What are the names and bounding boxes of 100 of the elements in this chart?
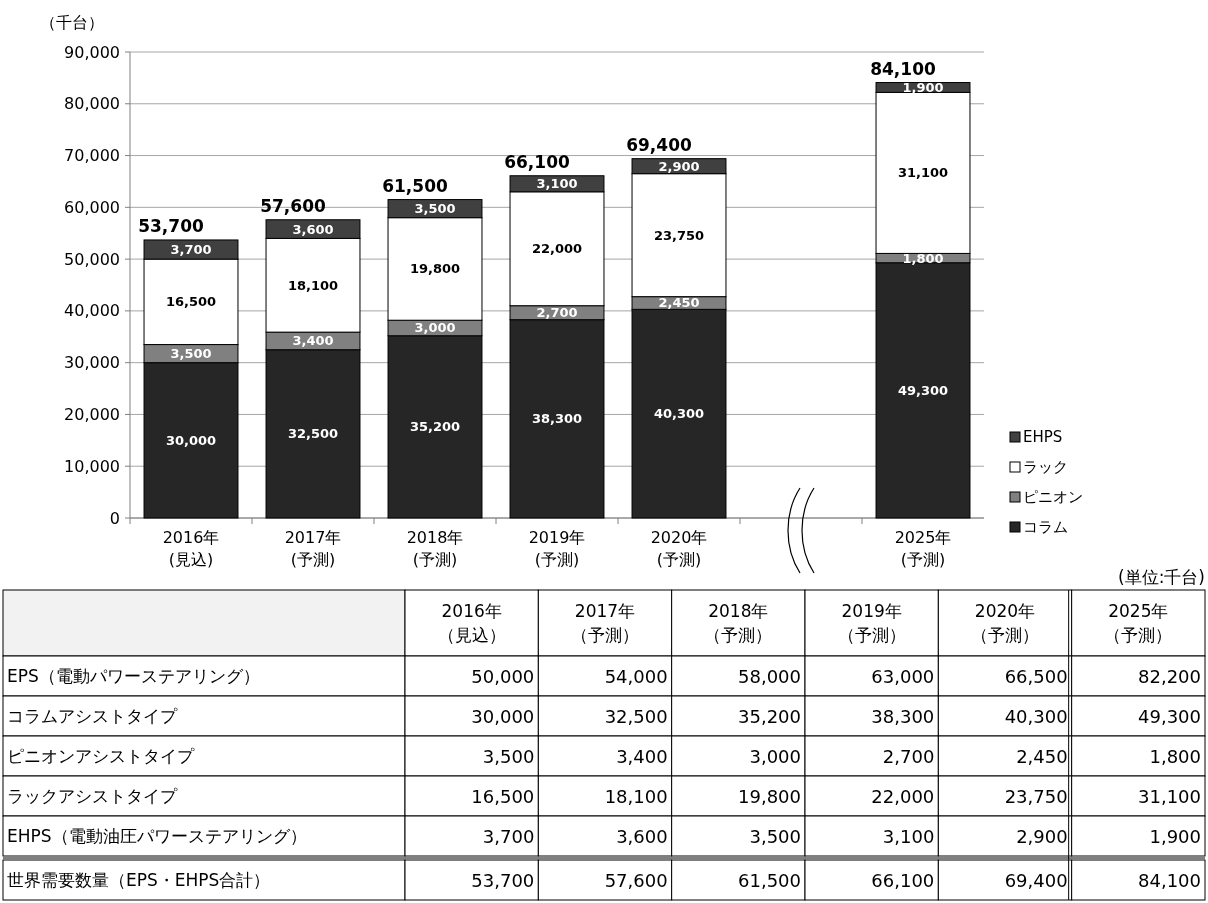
y-tick-label: EHPS（電動油圧パワーステアリング）: [7, 826, 307, 846]
data-label: 35,200: [738, 705, 801, 727]
data-label: 40,300: [1004, 705, 1068, 727]
x-tick-label: 2019年（予測）: [837, 601, 906, 645]
y-tick-label: ピニオンアシストタイプ: [7, 746, 195, 766]
data-label: 2,450: [658, 295, 700, 311]
data-label: 57,600: [604, 869, 668, 891]
data-label: 3,500: [414, 201, 456, 217]
data-label: 2,700: [536, 305, 578, 321]
data-label: 63,000: [871, 665, 935, 687]
data-label: 50,000: [471, 665, 535, 687]
y-tick-label: 20,000: [64, 404, 120, 424]
data-label: 40,300: [653, 406, 705, 422]
x-tick-label: 2025年 (予測): [894, 527, 952, 569]
text: (単位:千台): [1118, 567, 1205, 587]
y-tick-label: 50,000: [64, 249, 120, 269]
data-label: 2,900: [1016, 825, 1068, 847]
data-label: 3,500: [749, 825, 801, 847]
data-label: 2,450: [1016, 745, 1068, 767]
data-label: 3,700: [482, 825, 535, 847]
data-label: 3,600: [616, 825, 668, 847]
x-tick-label: 2017年 (予測): [284, 527, 342, 569]
y-tick-label: 世界需要数量（EPS・EHPS合計）: [7, 870, 271, 890]
data-label: 69,400: [1004, 869, 1068, 891]
data-label: 1,800: [1149, 745, 1201, 767]
data-label: 16,500: [165, 294, 217, 310]
y-tick-label: 90,000: [64, 42, 120, 62]
y-tick-label: 60,000: [64, 197, 120, 217]
total-label: 61,500: [382, 175, 448, 196]
data-label: 18,100: [604, 785, 668, 807]
data-label: 23,750: [1004, 785, 1068, 807]
total-label: 53,700: [138, 215, 204, 236]
total-label: 57,600: [260, 195, 326, 216]
data-label: 2,700: [882, 745, 935, 767]
data-label: 58,000: [738, 665, 801, 687]
data-label: 30,000: [165, 432, 217, 448]
y-tick-label: 30,000: [64, 353, 120, 373]
y-tick-label: ラックアシストタイプ: [7, 786, 178, 806]
data-label: 38,300: [871, 705, 935, 727]
legend-label: EHPS: [1023, 428, 1063, 446]
data-label: 38,300: [531, 411, 583, 427]
data-label: 3,100: [536, 176, 578, 192]
data-label: 61,500: [738, 869, 801, 891]
total-label: 66,100: [504, 151, 570, 172]
data-label: 3,000: [414, 320, 456, 336]
data-label: 3,400: [616, 745, 668, 767]
y-tick-label: 80,000: [64, 94, 120, 114]
data-label: 19,800: [409, 261, 461, 277]
x-tick-label: 2016年（見込）: [437, 601, 506, 645]
y-axis-title: （千台）: [40, 12, 104, 32]
x-tick-label: 2016年 (見込): [162, 527, 220, 569]
data-label: 3,000: [749, 745, 801, 767]
data-label: 32,500: [287, 426, 339, 442]
x-tick-label: 2020年 (予測): [650, 527, 708, 569]
data-label: 18,100: [287, 277, 339, 293]
data-label: 22,000: [531, 241, 583, 257]
data-label: 31,100: [897, 165, 949, 181]
data-label: 1,800: [902, 250, 944, 266]
legend-label: コラム: [1023, 518, 1068, 536]
x-tick-label: 2020年（予測）: [971, 601, 1039, 645]
data-label: 54,000: [604, 665, 668, 687]
data-label: 35,200: [409, 419, 461, 435]
data-label: 66,500: [1004, 665, 1068, 687]
legend-label: ピニオン: [1023, 488, 1083, 506]
data-label: 3,400: [292, 333, 334, 349]
y-tick-label: 70,000: [64, 146, 120, 166]
x-tick-label: 2018年（予測）: [704, 601, 773, 645]
x-tick-label: 2017年（予測）: [571, 601, 639, 645]
y-tick-label: 40,000: [64, 301, 120, 321]
total-label: 69,400: [626, 134, 692, 155]
data-label: 22,000: [871, 785, 935, 807]
data-label: 31,100: [1138, 785, 1201, 807]
data-label: 49,300: [1138, 705, 1201, 727]
data-label: 3,100: [882, 825, 935, 847]
data-label: 3,600: [292, 221, 334, 237]
x-tick-label: 2018年 (予測): [406, 527, 464, 569]
y-tick-label: 10,000: [64, 456, 120, 476]
y-tick-label: 0: [109, 508, 120, 528]
data-label: 32,500: [604, 705, 668, 727]
x-tick-label: 2025年（予測）: [1104, 601, 1173, 645]
x-tick-label: 2019年 (予測): [528, 527, 586, 569]
total-label: 84,100: [870, 58, 936, 79]
data-label: 1,900: [902, 79, 944, 95]
data-label: 16,500: [471, 785, 535, 807]
data-label: 30,000: [471, 705, 535, 727]
y-tick-label: EPS（電動パワーステアリング）: [7, 666, 260, 686]
legend-label: ラック: [1023, 458, 1068, 476]
data-label: 1,900: [1149, 825, 1201, 847]
data-label: 53,700: [471, 869, 535, 891]
data-label: 23,750: [653, 227, 705, 243]
data-label: 3,500: [482, 745, 535, 767]
data-label: 19,800: [738, 785, 801, 807]
data-label: 66,100: [871, 869, 935, 891]
y-tick-label: コラムアシストタイプ: [7, 706, 178, 726]
data-label: 84,100: [1138, 869, 1201, 891]
data-label: 3,500: [170, 346, 212, 362]
data-label: 3,700: [170, 242, 212, 258]
data-label: 82,200: [1138, 665, 1201, 687]
data-label: 2,900: [658, 158, 700, 174]
data-label: 49,300: [897, 382, 949, 398]
